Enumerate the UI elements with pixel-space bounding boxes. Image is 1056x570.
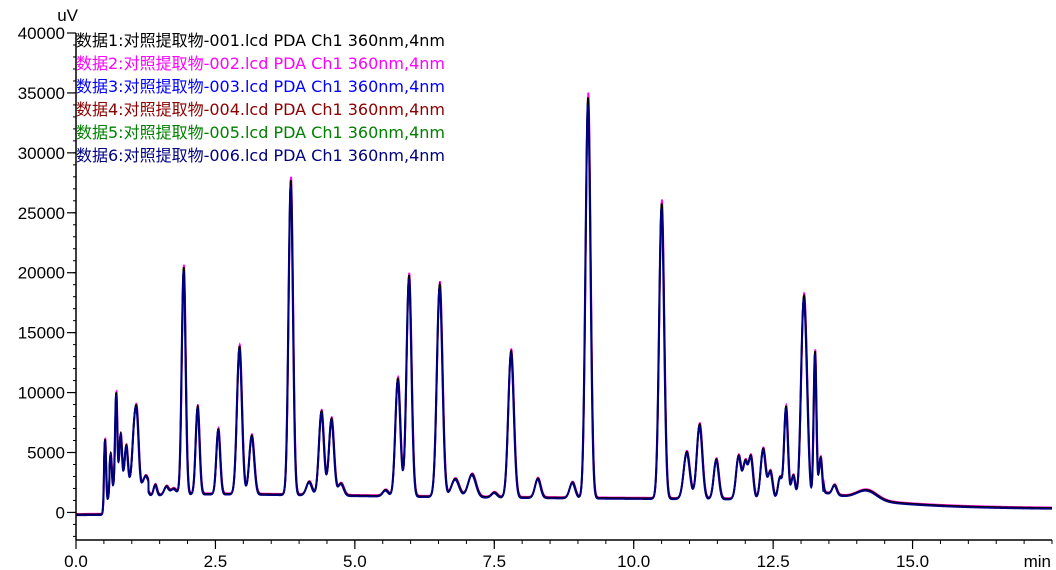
legend-entry-2: 数据2:对照提取物-002.lcd PDA Ch1 360nm,4nm	[76, 54, 445, 73]
x-unit-label: min	[1024, 552, 1051, 570]
x-tick-label: 2.5	[204, 552, 228, 570]
chart-legend: 数据1:对照提取物-001.lcd PDA Ch1 360nm,4nm 数据2:对…	[76, 31, 445, 165]
y-unit-label: uV	[57, 6, 78, 25]
chromatogram-traces	[76, 92, 1052, 517]
chart-axes: 0 5000 10000 15000 20000 25000 30000 35000 40000…	[18, 6, 1053, 570]
x-tick-label: 7.5	[482, 552, 506, 570]
x-tick-label: 10.0	[617, 552, 650, 570]
legend-entry-5: 数据5:对照提取物-005.lcd PDA Ch1 360nm,4nm	[76, 123, 445, 142]
y-tick-label: 15000	[18, 324, 65, 343]
legend-entry-1: 数据1:对照提取物-001.lcd PDA Ch1 360nm,4nm	[76, 31, 445, 50]
trace-data6	[76, 104, 1052, 517]
y-tick-label: 35000	[18, 84, 65, 103]
y-tick-label: 10000	[18, 384, 65, 403]
legend-entry-4: 数据4:对照提取物-004.lcd PDA Ch1 360nm,4nm	[76, 100, 445, 119]
y-tick-label: 20000	[18, 264, 65, 283]
x-tick-label: 0.0	[64, 552, 88, 570]
x-tick-label: 12.5	[757, 552, 790, 570]
x-tick-label: 15.0	[896, 552, 929, 570]
x-tick-label: 5.0	[343, 552, 367, 570]
y-tick-label: 5000	[27, 444, 65, 463]
legend-entry-3: 数据3:对照提取物-003.lcd PDA Ch1 360nm,4nm	[76, 77, 445, 96]
y-tick-label: 25000	[18, 204, 65, 223]
y-tick-label: 40000	[18, 24, 65, 43]
y-tick-label: 30000	[18, 144, 65, 163]
legend-entry-6: 数据6:对照提取物-006.lcd PDA Ch1 360nm,4nm	[76, 146, 445, 165]
y-tick-label: 0	[56, 503, 65, 522]
